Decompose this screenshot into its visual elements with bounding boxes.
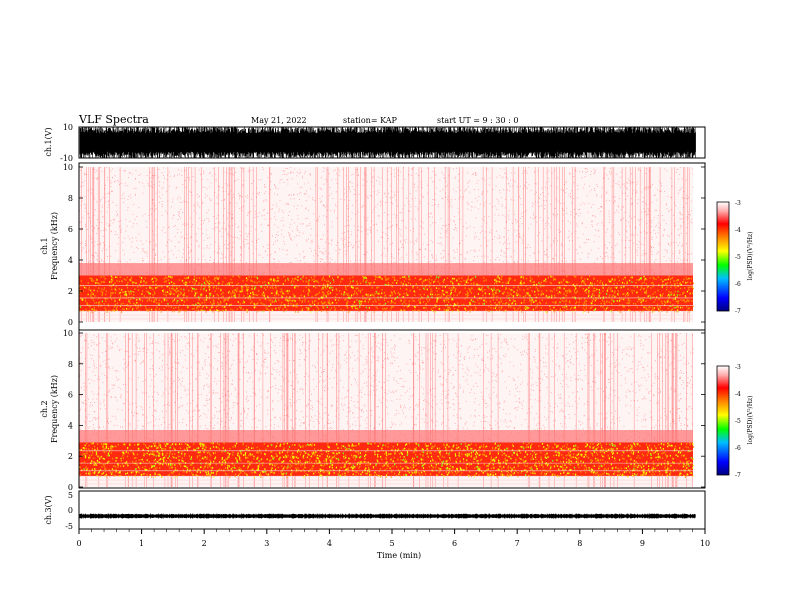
ch1-spec-sferics bbox=[81, 167, 690, 322]
ch2-spectrogram-frame bbox=[78, 329, 706, 489]
ch3-ytick-bottom: -5 bbox=[65, 522, 73, 531]
ch2-freq-tick-label: 0 bbox=[68, 483, 73, 492]
ch2-freq-tick-label: 2 bbox=[68, 452, 73, 461]
start-time-label: start UT = 9 : 30 : 0 bbox=[437, 116, 518, 125]
ch1-freq-tick-label: 0 bbox=[68, 318, 73, 327]
figure-title: VLF Spectra bbox=[78, 113, 149, 126]
time-axis-label: Time (min) bbox=[377, 551, 421, 560]
ch1-freq-tick-label: 4 bbox=[68, 256, 73, 265]
ch2-spec-band-yellow bbox=[79, 442, 694, 478]
ch2-colorbar: -3 -4 -5 -6 -7 log(PSD)(V²/Hz) bbox=[716, 364, 754, 479]
ch3-waveform-frame bbox=[78, 490, 706, 530]
ch2-spectrogram-panel: 0 2 4 6 8 10 ch.2 Frequency (kHz) bbox=[40, 329, 706, 492]
ch1-colorbar: -3 -4 -5 -6 -7 log(PSD)(V²/Hz) bbox=[716, 200, 754, 315]
ch1-spectrogram-yticks: 0 2 4 6 8 10 bbox=[63, 163, 705, 327]
ch2-colorbar-tick-m7: -7 bbox=[735, 472, 741, 479]
ch1-ytick-top: 10 bbox=[63, 123, 73, 132]
time-tick-label: 4 bbox=[327, 539, 332, 548]
date-label: May 21, 2022 bbox=[251, 116, 307, 125]
ch1-freq-tick-label: 10 bbox=[63, 163, 73, 172]
ch1-colorbar-tick-m4: -4 bbox=[735, 227, 741, 234]
ch1-colorbar-tick-m5: -5 bbox=[735, 254, 741, 261]
station-label: station= KAP bbox=[343, 116, 398, 125]
ch1-waveform-line bbox=[79, 127, 696, 158]
ch2-spec-sferics bbox=[79, 333, 693, 487]
ch1-spectrogram-image bbox=[79, 167, 694, 322]
ch2-colorbar-ramp bbox=[716, 365, 730, 476]
ch1-spec-band-orange bbox=[79, 275, 694, 313]
time-tick-label: 5 bbox=[389, 539, 394, 548]
time-tick-label: 9 bbox=[640, 539, 645, 548]
time-tick-label: 7 bbox=[515, 539, 520, 548]
ch2-spectrogram-yticks: 0 2 4 6 8 10 bbox=[63, 329, 705, 492]
ch2-spectrogram-image bbox=[79, 333, 695, 487]
ch1-freq-tick-label: 2 bbox=[68, 287, 73, 296]
ch1-spectrogram-panel: 0 2 4 6 8 10 ch.1 Frequency (kHz) bbox=[40, 162, 706, 331]
ch1-colorbar-tick-m7: -7 bbox=[735, 308, 741, 315]
ch1-ytick-bottom: -10 bbox=[60, 154, 73, 163]
ch1-waveform-frame bbox=[78, 126, 706, 159]
ch1-freq-tick-label: 8 bbox=[68, 194, 73, 203]
ch1-spec-band-edge bbox=[79, 263, 693, 276]
ch1-colorbar-label: log(PSD)(V²/Hz) bbox=[747, 232, 754, 281]
time-axis: 0 1 2 3 4 5 6 7 8 9 10 bbox=[76, 529, 710, 548]
ch1-waveform-panel: 10 -10 ch.1(V) bbox=[44, 123, 706, 163]
ch2-spec-ylabel-freq: Frequency (kHz) bbox=[50, 375, 59, 443]
ch3-waveform-trace bbox=[79, 513, 696, 519]
time-tick-label: 1 bbox=[139, 539, 144, 548]
time-tick-label: 3 bbox=[264, 539, 269, 548]
ch3-waveform-panel: 5 0 -5 ch.3(V) 0 1 2 3 4 5 6 7 8 9 10 Time (min) bbox=[44, 490, 710, 560]
ch2-freq-tick-label: 4 bbox=[68, 421, 73, 430]
time-tick-label: 2 bbox=[202, 539, 207, 548]
ch3-waveform-line bbox=[79, 513, 696, 519]
ch1-spec-ylabel-freq: Frequency (kHz) bbox=[50, 212, 59, 280]
ch2-spec-band-edge bbox=[79, 430, 693, 443]
time-tick-label: 8 bbox=[577, 539, 582, 548]
ch2-colorbar-label: log(PSD)(V²/Hz) bbox=[747, 396, 754, 445]
ch1-colorbar-ramp bbox=[716, 201, 730, 312]
ch1-spec-ylabel-channel: ch.1 bbox=[40, 237, 49, 254]
ch3-ylabel: ch.3(V) bbox=[44, 495, 53, 524]
ch1-ylabel: ch.1(V) bbox=[44, 127, 53, 156]
ch2-spec-band-orange bbox=[79, 442, 695, 478]
ch1-waveform-trace bbox=[79, 127, 696, 158]
ch3-ytick-mid: 0 bbox=[68, 506, 73, 515]
ch2-freq-tick-label: 8 bbox=[68, 360, 73, 369]
time-tick-label: 10 bbox=[700, 539, 710, 548]
ch2-spec-ylabel-channel: ch.2 bbox=[40, 400, 49, 417]
ch2-colorbar-tick-m6: -6 bbox=[735, 445, 741, 452]
time-tick-label: 0 bbox=[76, 539, 81, 548]
ch1-freq-tick-label: 6 bbox=[68, 225, 73, 234]
ch2-colorbar-tick-m4: -4 bbox=[735, 391, 741, 398]
time-tick-label: 6 bbox=[452, 539, 457, 548]
ch2-freq-tick-label: 6 bbox=[68, 391, 73, 400]
ch2-colorbar-tick-m3: -3 bbox=[735, 364, 741, 371]
ch1-colorbar-tick-m6: -6 bbox=[735, 281, 741, 288]
ch2-freq-tick-label: 10 bbox=[63, 329, 73, 338]
ch2-colorbar-tick-m5: -5 bbox=[735, 418, 741, 425]
ch1-colorbar-tick-m3: -3 bbox=[735, 200, 741, 207]
ch3-ytick-top: 5 bbox=[68, 491, 73, 500]
